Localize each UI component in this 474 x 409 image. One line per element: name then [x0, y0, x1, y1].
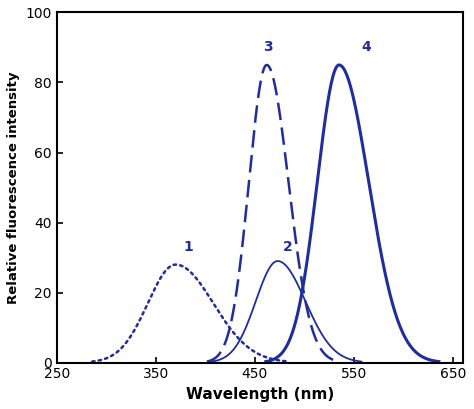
Text: 3: 3 — [263, 40, 273, 54]
X-axis label: Wavelength (nm): Wavelength (nm) — [186, 387, 334, 402]
Text: 2: 2 — [283, 240, 292, 254]
Text: 4: 4 — [362, 40, 372, 54]
Y-axis label: Relative fluorescence intensity: Relative fluorescence intensity — [7, 71, 20, 304]
Text: 1: 1 — [183, 240, 193, 254]
